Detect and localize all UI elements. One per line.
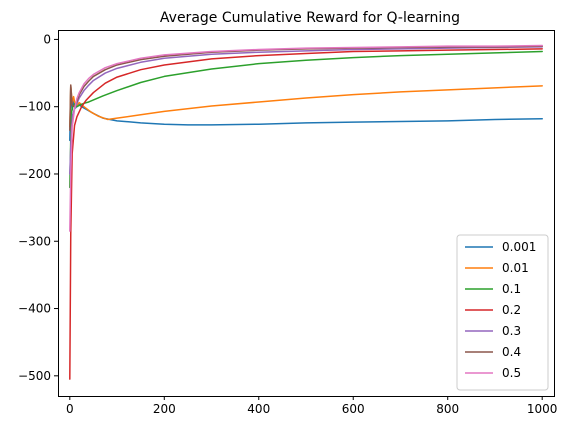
legend-label-1: 0.01 bbox=[502, 261, 529, 275]
y-tick-label: −500 bbox=[18, 369, 51, 383]
x-tick-label: 200 bbox=[153, 402, 176, 416]
chart-title: Average Cumulative Reward for Q-learning bbox=[160, 10, 460, 26]
legend: 0.001 0.01 0.1 0.2 0.3 0.4 0.5 bbox=[456, 234, 549, 391]
series-line-3 bbox=[69, 48, 543, 380]
legend-label-5: 0.4 bbox=[502, 345, 521, 359]
series-line-1 bbox=[69, 84, 543, 128]
legend-label-0: 0.001 bbox=[502, 240, 536, 254]
x-tick-label: 800 bbox=[436, 402, 459, 416]
series-line-6 bbox=[69, 44, 543, 232]
y-tick-label: −200 bbox=[18, 167, 51, 181]
series-line-4 bbox=[69, 46, 543, 175]
y-tick-label: −300 bbox=[18, 234, 51, 248]
y-tick-label: 0 bbox=[43, 32, 51, 46]
x-tick-label: 600 bbox=[342, 402, 365, 416]
legend-label-6: 0.5 bbox=[502, 366, 521, 380]
y-axis: 0 −100 −200 −300 −400 −500 bbox=[18, 32, 58, 383]
series-line-0 bbox=[69, 85, 543, 142]
x-tick-label: 1000 bbox=[527, 402, 558, 416]
plot-lines bbox=[69, 44, 543, 380]
x-tick-label: 400 bbox=[247, 402, 270, 416]
legend-label-3: 0.2 bbox=[502, 303, 521, 317]
x-tick-label: 0 bbox=[66, 402, 74, 416]
y-tick-label: −400 bbox=[18, 302, 51, 316]
plot-frame bbox=[58, 30, 555, 397]
x-axis: 0 200 400 600 800 1000 bbox=[66, 396, 557, 416]
legend-label-2: 0.1 bbox=[502, 282, 521, 296]
legend-label-4: 0.3 bbox=[502, 324, 521, 338]
y-tick-label: −100 bbox=[18, 100, 51, 114]
